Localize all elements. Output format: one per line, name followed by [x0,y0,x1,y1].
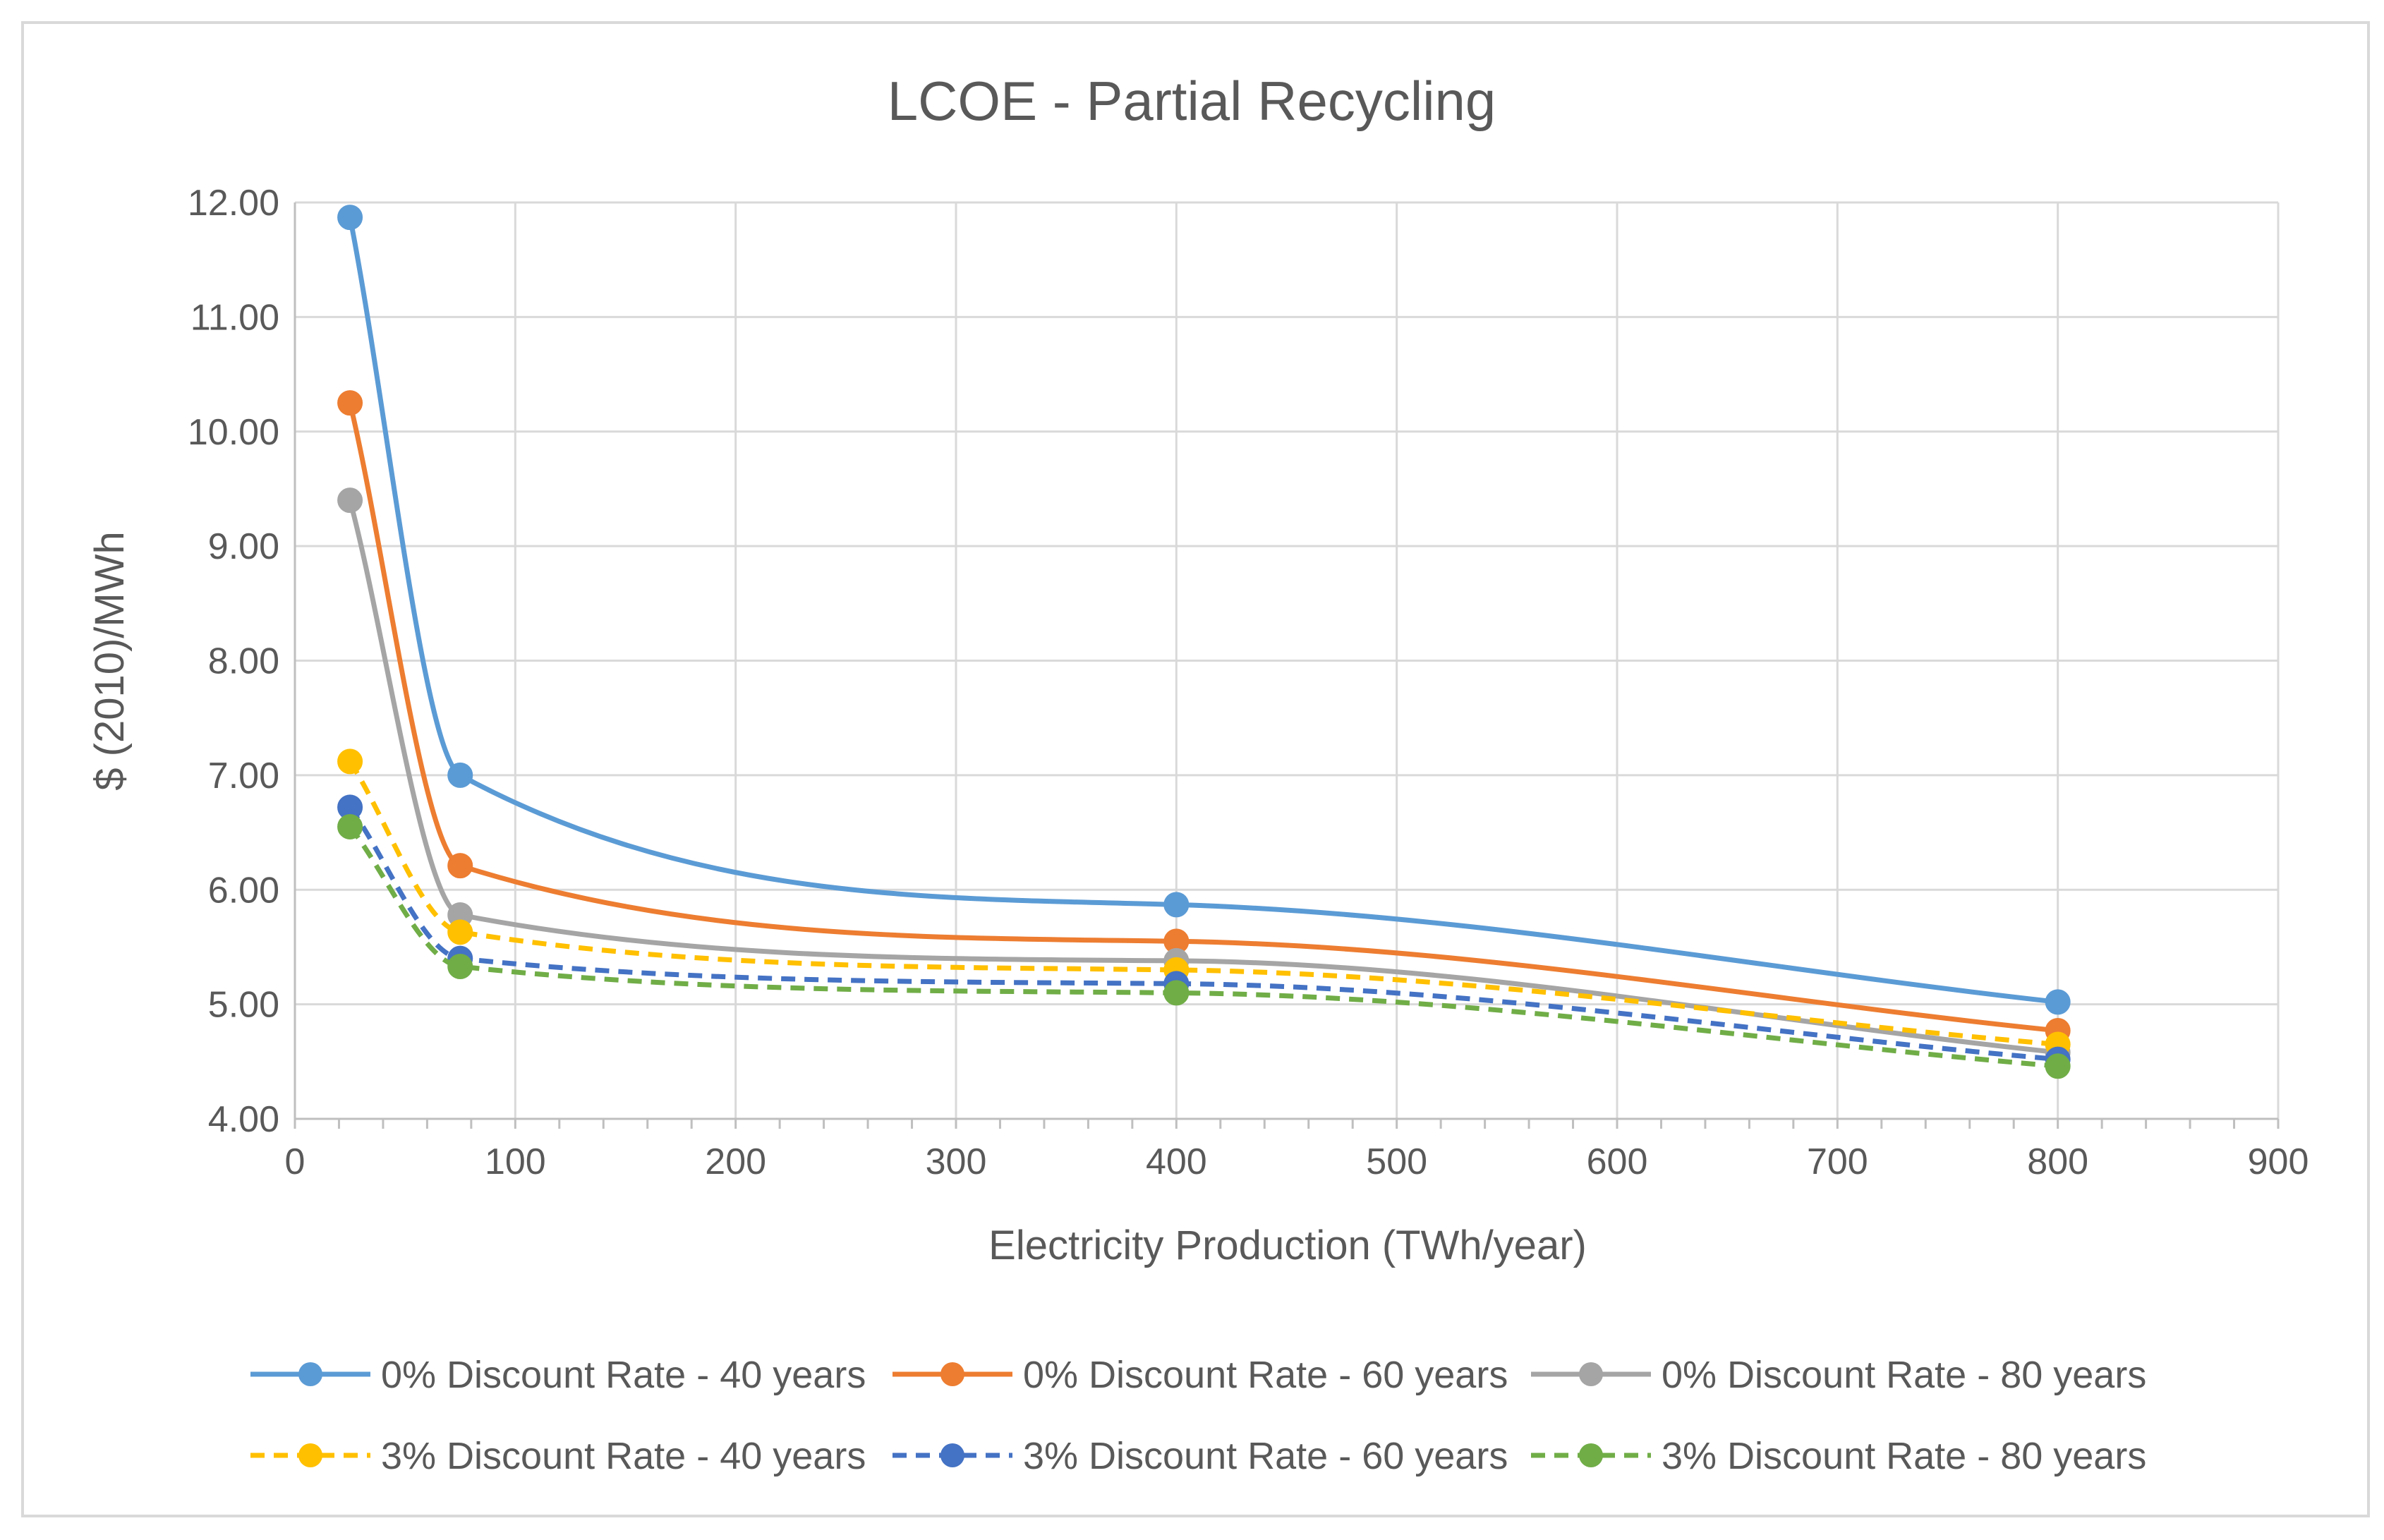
y-tick-label: 5.00 [208,985,279,1026]
series-6 [337,813,2071,1079]
grid [294,201,2280,1120]
data-point [337,390,363,416]
legend-label: 0% Discount Rate - 40 years [381,1354,866,1396]
x-tick-label: 900 [2248,1141,2309,1182]
series-2 [337,390,2071,1043]
legend-label: 3% Discount Rate - 80 years [1662,1435,2146,1477]
legend-swatch-marker [1579,1362,1603,1386]
x-tick-label: 700 [1807,1141,1868,1182]
data-point [337,813,363,839]
legend-label: 3% Discount Rate - 60 years [1023,1435,1508,1477]
x-tick-label: 600 [1587,1141,1648,1182]
series-layer [337,205,2071,1079]
legend-entry: 0% Discount Rate - 40 years [250,1354,866,1396]
legend-entry: 0% Discount Rate - 80 years [1531,1354,2146,1396]
series-3 [337,487,2071,1065]
y-axis-label: $ (2010)/MWh [87,531,133,790]
axes: 4.00 5.00 6.00 7.00 8.00 9.00 10.00 11.00 12.00 0… [188,183,2309,1182]
data-point [447,919,473,945]
legend-label: 0% Discount Rate - 80 years [1662,1354,2146,1396]
x-tick-label: 800 [2027,1141,2088,1182]
data-point [337,205,363,231]
series-line [348,806,2058,1062]
legend-entry: 3% Discount Rate - 60 years [893,1435,1508,1477]
y-tick-label: 7.00 [208,756,279,796]
y-tick-label: 6.00 [208,870,279,911]
x-tick-label: 0 [285,1141,305,1182]
series-line [347,402,2059,1033]
data-point [447,954,473,980]
legend-label: 0% Discount Rate - 60 years [1023,1354,1508,1396]
x-tick-label: 300 [926,1141,987,1182]
x-axis-label: Electricity Production (TWh/year) [988,1223,1587,1268]
legend-swatch-marker [940,1443,964,1467]
y-tick-label: 9.00 [208,526,279,567]
y-tick-label: 12.00 [188,183,279,224]
y-tick-label: 11.00 [190,297,279,338]
data-point [2045,1053,2071,1079]
data-point [447,762,473,788]
series-1 [337,205,2071,1015]
legend-swatch-marker [298,1362,322,1386]
series-line [347,217,2059,1005]
y-tick-label: 10.00 [188,412,279,453]
legend-entry: 3% Discount Rate - 80 years [1531,1435,2146,1477]
legend-label: 3% Discount Rate - 40 years [381,1435,866,1477]
x-tick-label: 200 [705,1141,766,1182]
x-tick-label: 400 [1146,1141,1207,1182]
legend-entry: 3% Discount Rate - 40 years [250,1435,866,1477]
legend-entry: 0% Discount Rate - 60 years [893,1354,1508,1396]
legend-swatch-marker [1579,1443,1603,1467]
data-point [447,853,473,879]
chart-frame [21,21,2370,1517]
data-point [2045,989,2071,1015]
x-tick-label: 100 [485,1141,546,1182]
legend-swatch-marker [940,1362,964,1386]
data-point [337,748,363,775]
data-point [337,487,363,514]
legend-swatch-marker [298,1443,322,1467]
series-line [348,760,2058,1047]
data-point [1163,980,1190,1006]
series-line [348,825,2058,1069]
y-tick-label: 8.00 [208,641,279,682]
data-point [1163,892,1190,918]
legend: 0% Discount Rate - 40 years 0% Discount R… [250,1354,2146,1477]
x-tick-label: 500 [1366,1141,1427,1182]
y-tick-label: 4.00 [208,1099,279,1140]
chart-title: LCOE - Partial Recycling [888,70,1496,132]
